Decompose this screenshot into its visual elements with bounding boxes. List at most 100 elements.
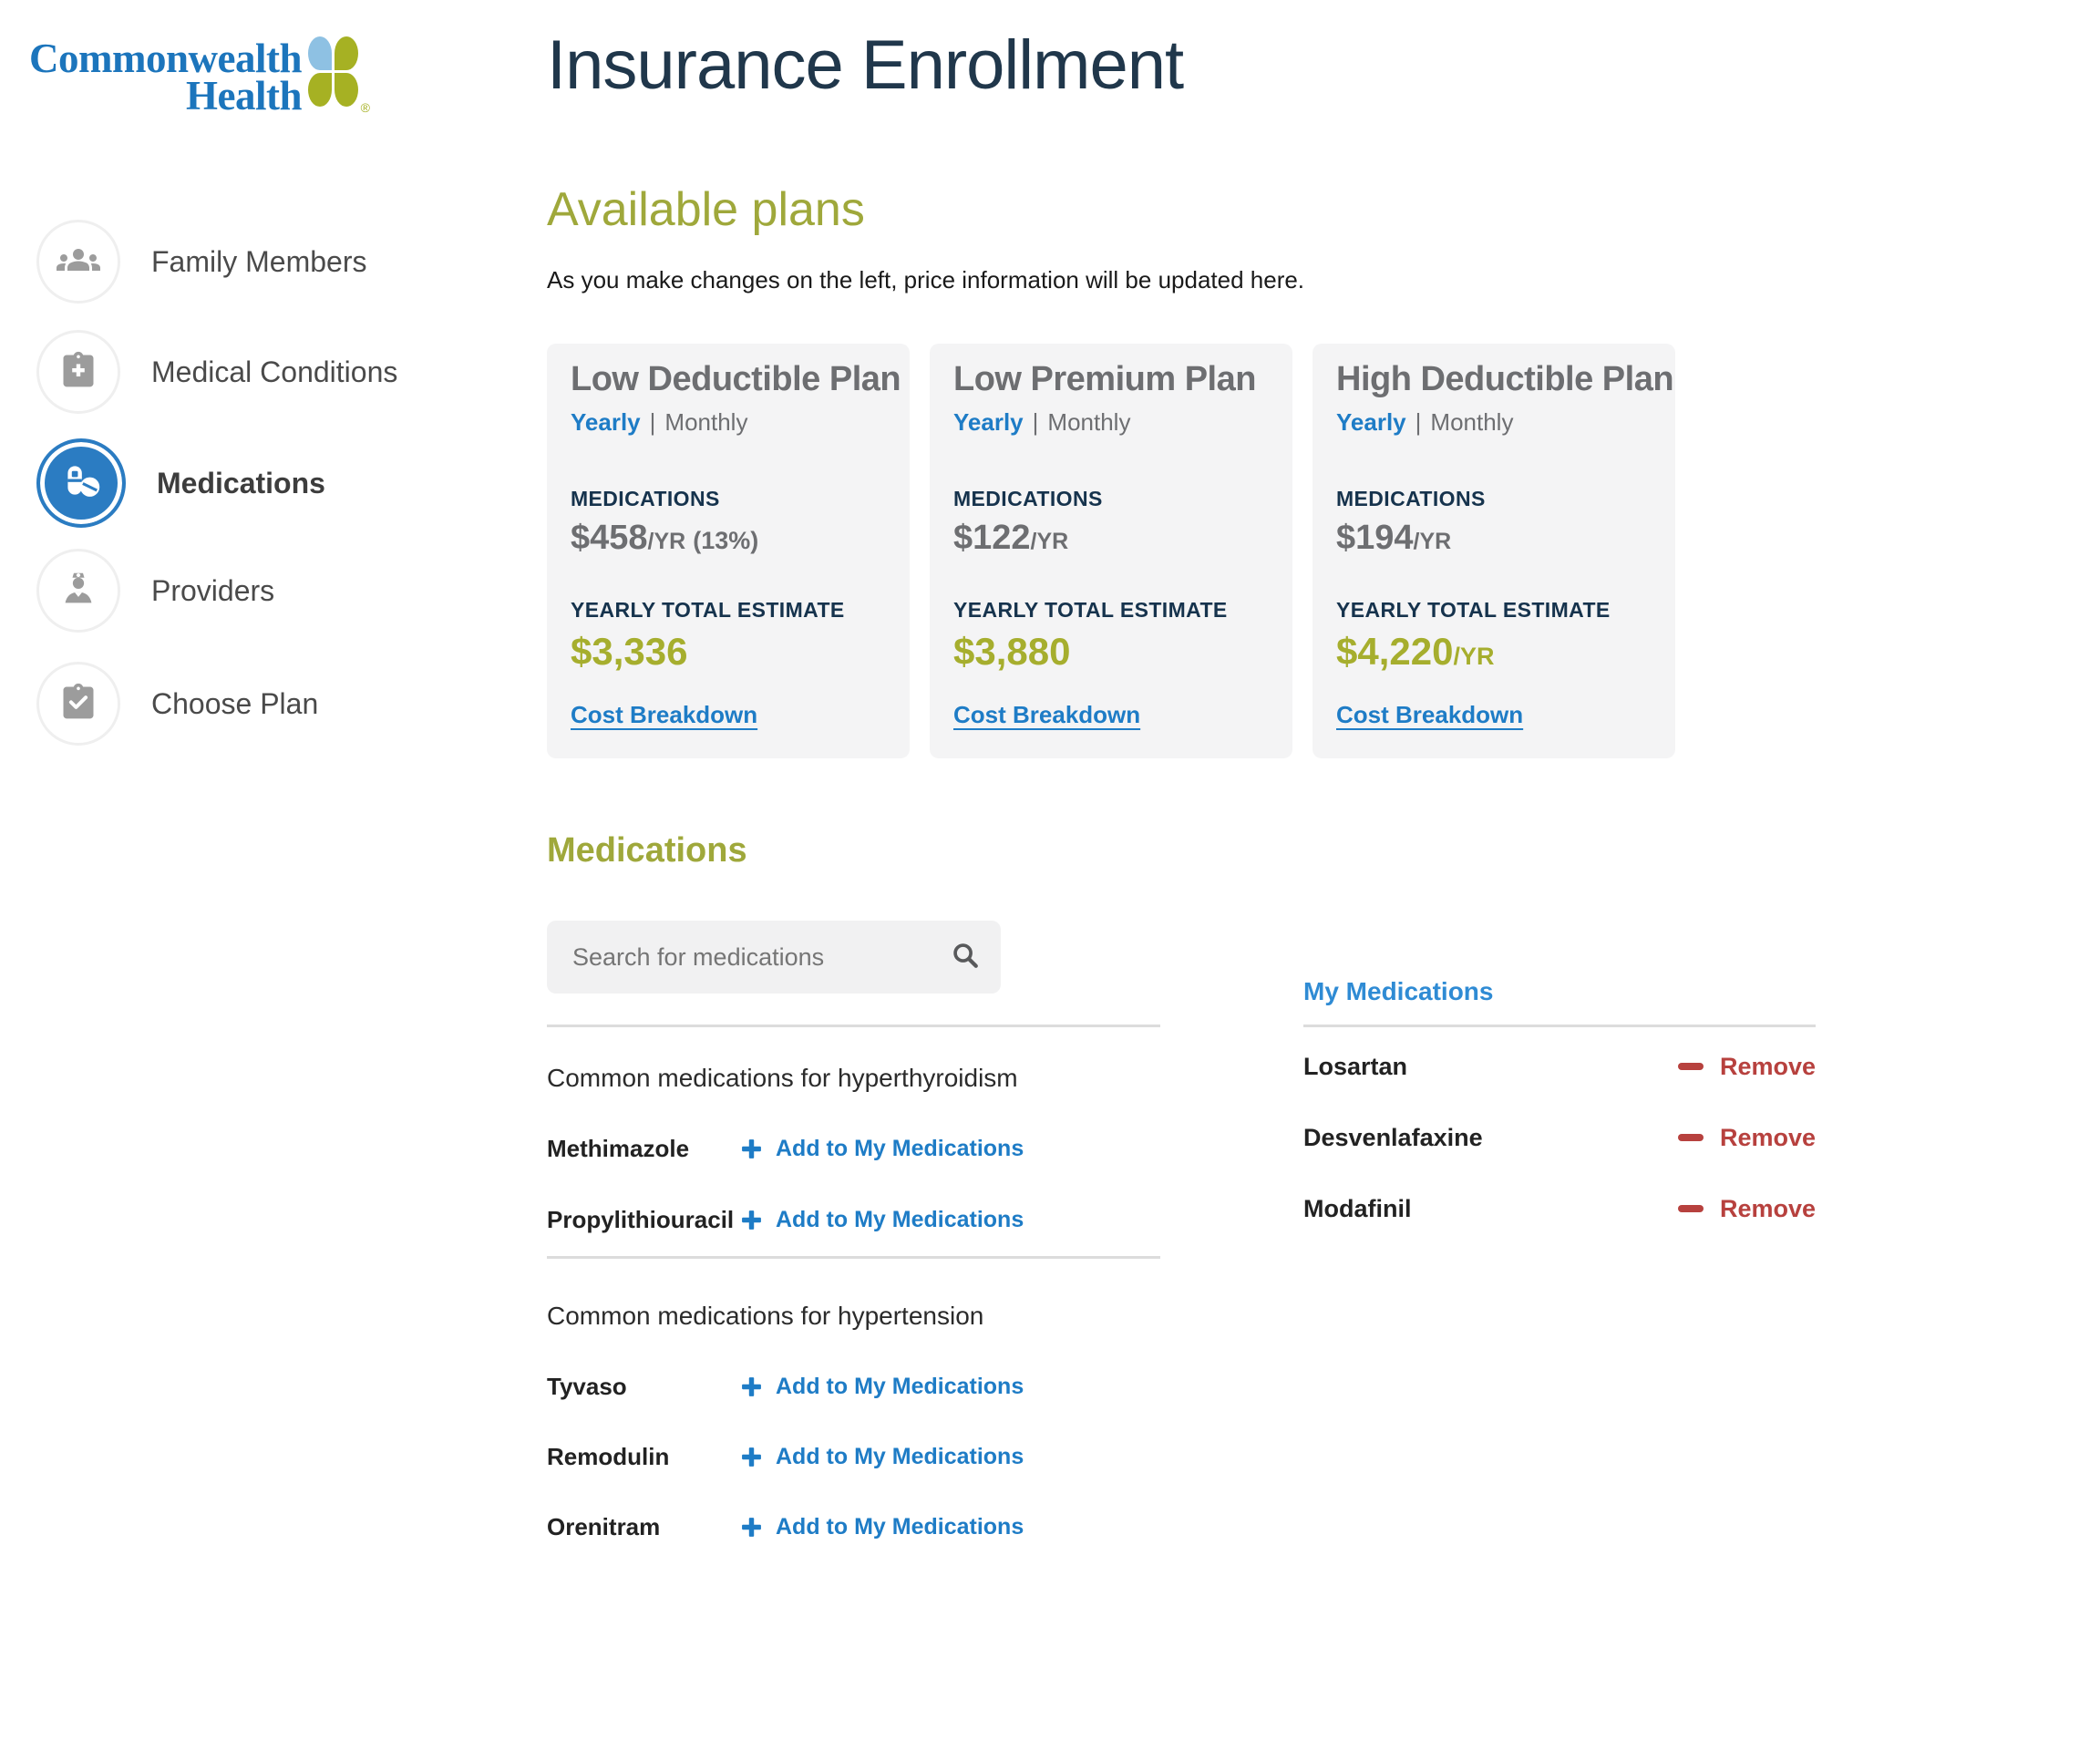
sidebar-item-label: Family Members	[151, 244, 367, 278]
medication-name: Tyvaso	[547, 1372, 627, 1400]
plan-card-low-deductible: Low Deductible Plan Yearly | Monthly MEDIC…	[547, 344, 910, 758]
my-medications-heading: My Medications	[1303, 977, 1494, 1005]
cost-breakdown-link[interactable]: Cost Breakdown	[953, 701, 1141, 728]
brand-wordmark: Commonwealth Health	[29, 36, 302, 118]
step-circle	[36, 220, 120, 304]
medications-cost-value: $122/YR	[953, 519, 1069, 557]
divider	[547, 1256, 1160, 1259]
medication-search	[547, 921, 1001, 994]
medication-row: Remodulin Add to My Medications	[547, 1441, 1024, 1472]
sidebar-item-medications[interactable]: Medications	[36, 438, 325, 528]
sidebar-item-label: Medications	[157, 466, 325, 499]
divider	[547, 1025, 1160, 1027]
medications-cost-label: MEDICATIONS	[953, 487, 1103, 510]
my-medication-row: Losartan Remove	[1303, 1051, 1816, 1082]
toggle-monthly[interactable]: Monthly	[1047, 408, 1131, 436]
toggle-monthly[interactable]: Monthly	[1430, 408, 1514, 436]
plus-icon	[742, 1447, 761, 1467]
minus-icon	[1677, 1063, 1704, 1070]
medication-name: Remodulin	[547, 1442, 670, 1470]
toggle-yearly[interactable]: Yearly	[571, 408, 641, 436]
medication-search-input[interactable]	[571, 942, 941, 973]
toggle-yearly[interactable]: Yearly	[953, 408, 1024, 436]
add-to-my-medications-button[interactable]: Add to My Medications	[740, 1207, 1024, 1233]
billing-period-toggle: Yearly | Monthly	[953, 408, 1269, 437]
sidebar-item-family-members[interactable]: Family Members	[36, 220, 366, 304]
step-circle	[36, 549, 120, 633]
my-medication-row: Desvenlafaxine Remove	[1303, 1122, 1816, 1153]
add-to-my-medications-button[interactable]: Add to My Medications	[740, 1136, 1024, 1162]
sidebar-item-label: Providers	[151, 573, 275, 607]
medication-group-title: Common medications for hyperthyroidism	[547, 1064, 1018, 1092]
family-members-icon	[57, 238, 100, 286]
plan-card-high-deductible: High Deductible Plan Yearly | Monthly MEDI…	[1312, 344, 1675, 758]
flower-petal	[307, 36, 332, 70]
providers-icon	[57, 568, 99, 614]
page-title: Insurance Enrollment	[547, 26, 1184, 104]
plus-icon	[742, 1517, 761, 1537]
divider	[1303, 1025, 1816, 1027]
choose-plan-icon	[58, 682, 98, 726]
medications-cost-label: MEDICATIONS	[571, 487, 720, 510]
medication-name: Modafinil	[1303, 1194, 1412, 1222]
billing-period-toggle: Yearly | Monthly	[571, 408, 886, 437]
brand-line1: Commonwealth	[29, 36, 302, 81]
remove-medication-button[interactable]: Remove	[1677, 1195, 1816, 1223]
available-plans-heading: Available plans	[547, 183, 865, 236]
brand-logo: Commonwealth Health ®	[29, 36, 370, 118]
plus-icon	[742, 1210, 761, 1230]
medication-name: Desvenlafaxine	[1303, 1123, 1483, 1151]
add-to-my-medications-button[interactable]: Add to My Medications	[740, 1374, 1024, 1400]
yearly-total-label: YEARLY TOTAL ESTIMATE	[953, 598, 1228, 622]
flower-petal	[334, 36, 358, 70]
sidebar-item-medical-conditions[interactable]: Medical Conditions	[36, 330, 397, 414]
plus-icon	[742, 1138, 761, 1159]
medication-row: Tyvaso Add to My Medications	[547, 1371, 1024, 1402]
medication-name: Propylithiouracil	[547, 1205, 735, 1233]
medication-name: Orenitram	[547, 1512, 661, 1540]
medical-conditions-icon	[58, 350, 98, 395]
medication-name: Losartan	[1303, 1052, 1408, 1080]
toggle-yearly[interactable]: Yearly	[1336, 408, 1406, 436]
cost-breakdown-link[interactable]: Cost Breakdown	[571, 701, 758, 728]
step-circle	[36, 662, 120, 746]
medications-heading: Medications	[547, 831, 747, 870]
sidebar-item-choose-plan[interactable]: Choose Plan	[36, 662, 318, 746]
billing-period-toggle: Yearly | Monthly	[1336, 408, 1652, 437]
yearly-total-value: $4,220/YR	[1336, 630, 1495, 673]
medication-group-title: Common medications for hypertension	[547, 1302, 984, 1330]
step-circle	[36, 330, 120, 414]
registered-trademark: ®	[360, 100, 370, 115]
toggle-separator: |	[1415, 408, 1422, 436]
my-medication-row: Modafinil Remove	[1303, 1193, 1816, 1224]
yearly-total-value: $3,336	[571, 630, 688, 673]
yearly-total-label: YEARLY TOTAL ESTIMATE	[1336, 598, 1611, 622]
brand-line2: Health	[185, 73, 302, 118]
sidebar-item-providers[interactable]: Providers	[36, 549, 274, 633]
toggle-separator: |	[1032, 408, 1039, 436]
remove-medication-button[interactable]: Remove	[1677, 1053, 1816, 1081]
medication-row: Propylithiouracil Add to My Medications	[547, 1204, 1024, 1235]
medications-cost-value: $458/YR (13%)	[571, 519, 759, 557]
toggle-separator: |	[649, 408, 656, 436]
medications-cost-value: $194/YR	[1336, 519, 1452, 557]
sidebar-item-label: Medical Conditions	[151, 355, 398, 388]
plan-cards: Low Deductible Plan Yearly | Monthly MEDIC…	[547, 344, 1675, 758]
search-icon[interactable]	[950, 940, 981, 975]
remove-medication-button[interactable]: Remove	[1677, 1124, 1816, 1152]
available-plans-description: As you make changes on the left, price i…	[547, 266, 1305, 294]
toggle-monthly[interactable]: Monthly	[664, 408, 748, 436]
plan-name: Low Deductible Plan	[571, 360, 901, 398]
add-to-my-medications-button[interactable]: Add to My Medications	[740, 1514, 1024, 1540]
cost-breakdown-link[interactable]: Cost Breakdown	[1336, 701, 1524, 728]
minus-icon	[1677, 1205, 1704, 1212]
medication-row: Orenitram Add to My Medications	[547, 1511, 1024, 1542]
flower-petal	[334, 73, 358, 107]
flower-petal	[307, 73, 332, 107]
sidebar-item-label: Choose Plan	[151, 686, 319, 720]
medications-icon	[58, 458, 104, 509]
add-to-my-medications-button[interactable]: Add to My Medications	[740, 1444, 1024, 1470]
yearly-total-value: $3,880	[953, 630, 1071, 673]
plus-icon	[742, 1376, 761, 1396]
plan-card-low-premium: Low Premium Plan Yearly | Monthly MEDICATI…	[930, 344, 1292, 758]
